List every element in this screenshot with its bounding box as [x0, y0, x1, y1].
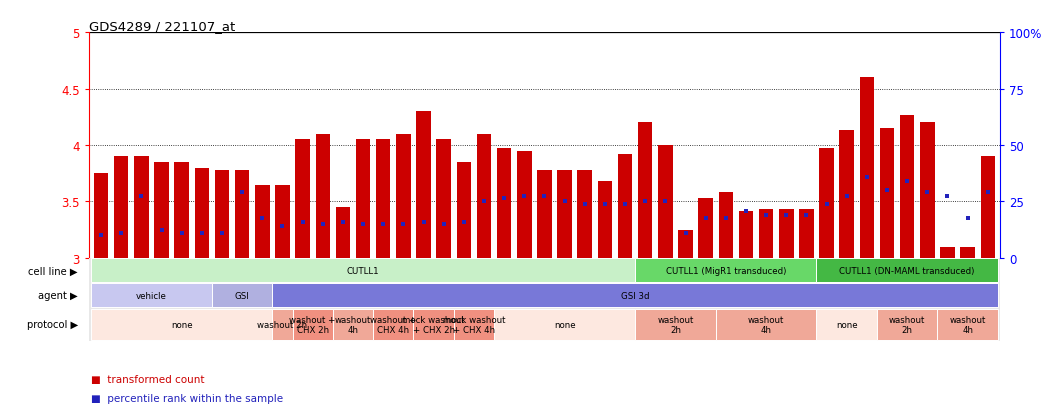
Bar	[920, 123, 935, 258]
Text: GSI: GSI	[235, 291, 249, 300]
Bar	[678, 230, 693, 258]
Bar	[175, 163, 188, 258]
Bar	[718, 193, 733, 258]
Bar	[494, 309, 636, 340]
Bar	[698, 199, 713, 258]
Bar	[396, 134, 410, 258]
Text: ■  transformed count: ■ transformed count	[91, 374, 204, 384]
Text: mock washout
+ CHX 4h: mock washout + CHX 4h	[443, 315, 505, 334]
Bar	[517, 151, 532, 258]
Bar	[598, 182, 612, 258]
Bar	[456, 163, 471, 258]
Bar	[195, 168, 209, 258]
Text: washout +
CHX 2h: washout + CHX 2h	[290, 315, 336, 334]
Bar	[114, 157, 129, 258]
Text: washout
2h: washout 2h	[658, 315, 693, 334]
Bar	[414, 309, 453, 340]
Bar	[272, 309, 292, 340]
Bar	[211, 284, 272, 308]
Bar	[817, 309, 877, 340]
Text: washout
2h: washout 2h	[889, 315, 926, 334]
Bar	[295, 140, 310, 258]
Text: none: none	[836, 320, 857, 329]
Bar	[154, 163, 169, 258]
Bar	[981, 157, 995, 258]
Bar	[91, 259, 636, 283]
Text: none: none	[554, 320, 576, 329]
Bar	[940, 247, 955, 258]
Bar	[94, 174, 108, 258]
Bar	[235, 171, 249, 258]
Bar	[376, 140, 391, 258]
Bar	[91, 284, 211, 308]
Bar	[820, 149, 833, 258]
Bar	[476, 134, 491, 258]
Bar	[618, 155, 632, 258]
Bar	[937, 309, 998, 340]
Text: agent ▶: agent ▶	[39, 291, 79, 301]
Text: washout
4h: washout 4h	[950, 315, 986, 334]
Text: CUTLL1 (DN-MAML transduced): CUTLL1 (DN-MAML transduced)	[840, 266, 975, 275]
Text: GDS4289 / 221107_at: GDS4289 / 221107_at	[89, 20, 236, 33]
Bar	[315, 134, 330, 258]
Text: washout +
CHX 4h: washout + CHX 4h	[370, 315, 417, 334]
Bar	[860, 78, 874, 258]
Bar	[638, 123, 652, 258]
Bar	[779, 210, 794, 258]
Bar	[255, 185, 269, 258]
Bar	[817, 259, 998, 283]
Bar	[960, 247, 975, 258]
Bar	[557, 171, 572, 258]
Text: washout
4h: washout 4h	[335, 315, 372, 334]
Text: washout
4h: washout 4h	[748, 315, 784, 334]
Bar	[900, 115, 914, 258]
Bar	[91, 309, 272, 340]
Bar	[272, 284, 998, 308]
Text: washout 2h: washout 2h	[258, 320, 308, 329]
Text: protocol ▶: protocol ▶	[27, 319, 79, 330]
Bar	[453, 309, 494, 340]
Bar	[497, 149, 511, 258]
Text: ■  percentile rank within the sample: ■ percentile rank within the sample	[91, 393, 284, 403]
Text: cell line ▶: cell line ▶	[28, 266, 79, 276]
Bar	[659, 146, 672, 258]
Text: CUTLL1: CUTLL1	[347, 266, 379, 275]
Bar	[636, 309, 716, 340]
Bar	[739, 211, 753, 258]
Bar	[879, 129, 894, 258]
Bar	[716, 309, 817, 340]
Bar	[417, 112, 430, 258]
Bar	[759, 210, 774, 258]
Bar	[578, 171, 592, 258]
Bar	[877, 309, 937, 340]
Bar	[356, 140, 371, 258]
Text: GSI 3d: GSI 3d	[621, 291, 649, 300]
Bar	[215, 171, 229, 258]
Bar	[840, 131, 854, 258]
Text: none: none	[171, 320, 193, 329]
Text: mock washout
+ CHX 2h: mock washout + CHX 2h	[402, 315, 465, 334]
Bar	[275, 185, 290, 258]
Bar	[292, 309, 333, 340]
Bar	[537, 171, 552, 258]
Text: CUTLL1 (MigR1 transduced): CUTLL1 (MigR1 transduced)	[666, 266, 786, 275]
Text: vehicle: vehicle	[136, 291, 166, 300]
Bar	[636, 259, 817, 283]
Bar	[373, 309, 414, 340]
Bar	[333, 309, 373, 340]
Bar	[336, 208, 350, 258]
Bar	[437, 140, 451, 258]
Bar	[134, 157, 149, 258]
Bar	[799, 210, 814, 258]
